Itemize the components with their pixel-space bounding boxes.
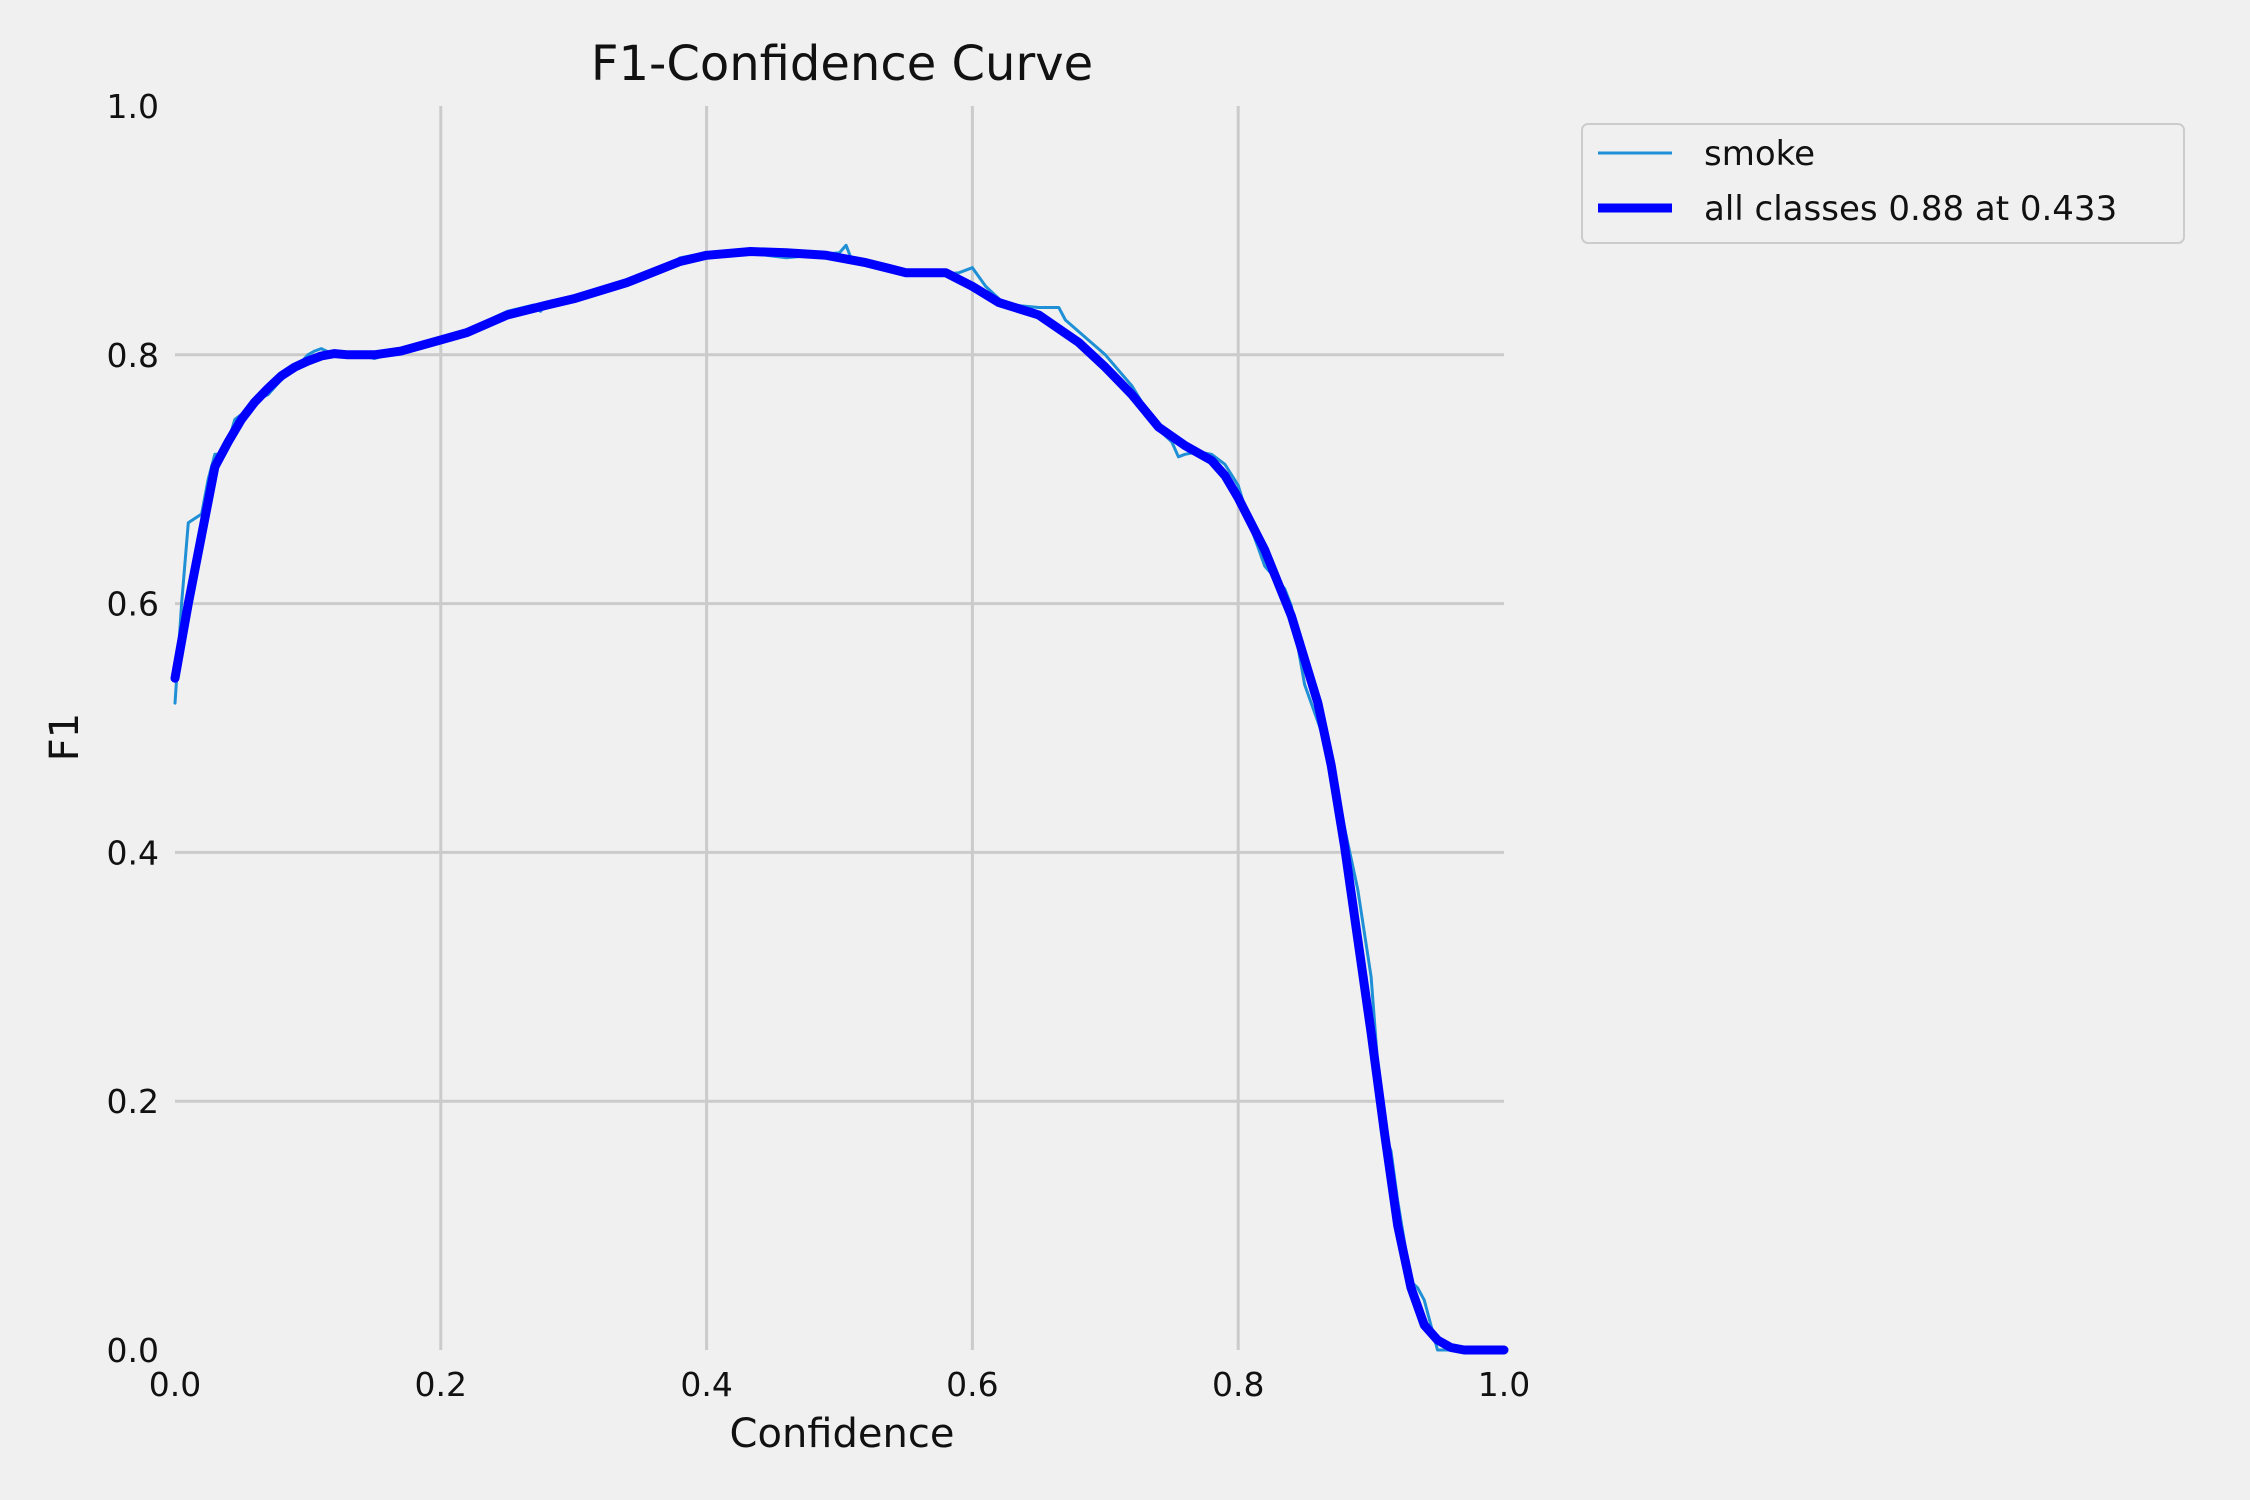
y-tick-label: 0.8 bbox=[107, 336, 159, 375]
y-tick-label: 0.0 bbox=[107, 1331, 159, 1370]
x-tick-label: 0.6 bbox=[946, 1365, 998, 1404]
legend: smoke all classes 0.88 at 0.433 bbox=[1581, 123, 2185, 244]
series-lines bbox=[170, 243, 1509, 1355]
y-tick-label: 0.6 bbox=[107, 585, 159, 624]
x-tick-label: 0.0 bbox=[149, 1365, 201, 1404]
x-tick-label: 0.2 bbox=[415, 1365, 467, 1404]
y-tick-label: 0.4 bbox=[107, 833, 159, 872]
tick-labels: 0.0 0.2 0.4 0.6 0.8 1.0 0.0 0.2 0.4 0.6 0.8 1.0 bbox=[107, 87, 1531, 1404]
legend-label-smoke: smoke bbox=[1704, 134, 1815, 174]
y-tick-label: 0.2 bbox=[107, 1082, 159, 1121]
y-tick-label: 1.0 bbox=[107, 87, 159, 126]
x-axis-title: Confidence bbox=[730, 1411, 955, 1457]
y-axis-title: F1 bbox=[42, 713, 88, 761]
legend-box bbox=[1581, 123, 2185, 244]
x-tick-label: 0.4 bbox=[680, 1365, 732, 1404]
legend-label-all-classes: all classes 0.88 at 0.433 bbox=[1704, 189, 2117, 229]
series-line-all-classes bbox=[170, 247, 1509, 1355]
x-tick-label: 0.8 bbox=[1212, 1365, 1264, 1404]
x-tick-label: 1.0 bbox=[1478, 1365, 1530, 1404]
chart-title: F1-Confidence Curve bbox=[591, 36, 1093, 92]
